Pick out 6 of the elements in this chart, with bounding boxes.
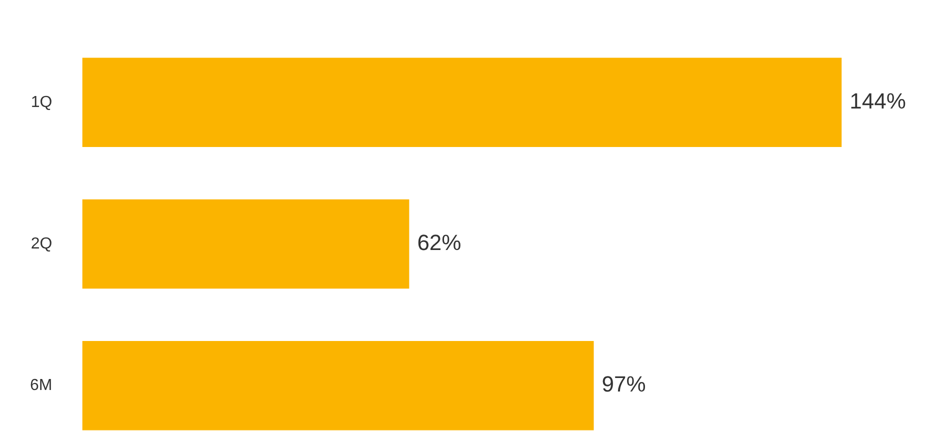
- y-tick-label: 1Q: [30, 94, 52, 111]
- data-label: 97%: [602, 372, 646, 397]
- data-label: 144%: [850, 88, 906, 114]
- y-tick-label: 2Q: [30, 235, 52, 252]
- data-label: 62%: [417, 230, 462, 256]
- y-tick-label: 6M: [30, 377, 52, 394]
